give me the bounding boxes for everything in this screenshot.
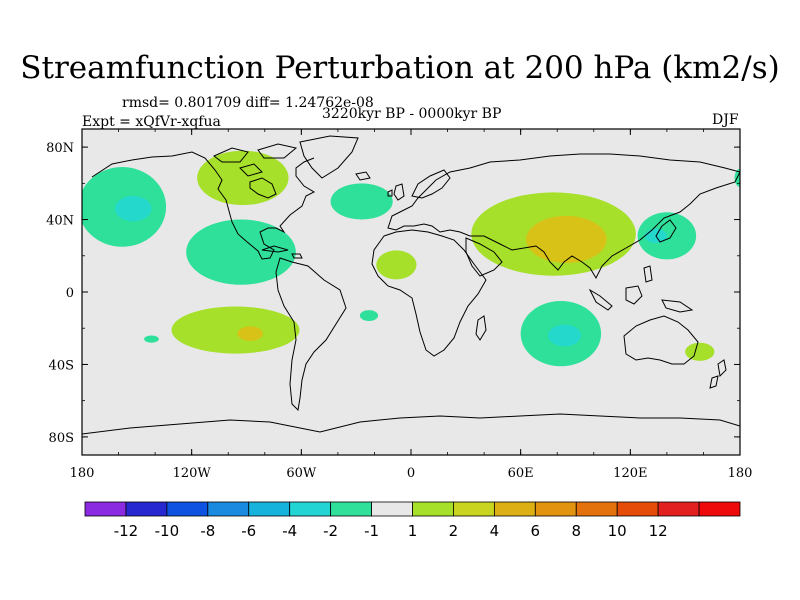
colorbar-swatch — [330, 501, 372, 517]
colorbar-label: 6 — [531, 522, 541, 540]
colorbar: -12 -10 -8 -6 -4 -2 -1 1 2 4 6 8 10 12 — [84, 501, 741, 540]
map-background — [82, 129, 740, 455]
coastline-australia — [623, 315, 699, 365]
lon-tick-label: 180 — [728, 466, 753, 481]
anomaly-region-9 — [144, 335, 159, 343]
coastline-caribbean — [261, 245, 303, 259]
colorbar-label: 10 — [608, 522, 627, 540]
plot-title: Streamfunction Perturbation at 200 hPa (… — [20, 50, 780, 86]
colorbar-label: 4 — [490, 522, 500, 540]
anomaly-region-12 — [637, 212, 697, 260]
colorbar-swatch — [575, 501, 618, 517]
coastline-greenland — [299, 135, 359, 179]
anomaly-region-7 — [171, 306, 300, 354]
lon-tick-label: 120W — [173, 466, 212, 481]
colorbar-label: -6 — [241, 522, 256, 540]
anomaly-region-4 — [330, 183, 393, 220]
coastline-philippines — [643, 265, 653, 283]
colorbar-swatch — [698, 501, 741, 517]
colorbar-swatch — [207, 501, 250, 517]
colorbar-label: -12 — [114, 522, 139, 540]
colorbar-label: 1 — [408, 522, 418, 540]
coastline-antarctica — [82, 413, 740, 435]
colorbar-label: 2 — [449, 522, 459, 540]
coastline-hudson-bay — [249, 177, 277, 199]
colorbar-swatch — [657, 501, 700, 517]
coastline-new-zealand — [709, 359, 727, 389]
coastline-arabia — [465, 237, 503, 277]
coastline-eurasia — [387, 153, 740, 280]
anomaly-region-11 — [526, 215, 607, 264]
lat-tick-label: 0 — [66, 286, 74, 301]
map-axes: 180 120W 60W 0 60E 120E 180 80N 40N 0 40S 80S — [46, 129, 752, 481]
colorbar-swatch — [166, 501, 209, 517]
anomaly-region-1 — [114, 196, 152, 222]
colorbar-swatch — [248, 501, 291, 517]
colorbar-label: -2 — [323, 522, 338, 540]
coastline-borneo — [625, 285, 643, 305]
anomaly-region-16 — [548, 324, 581, 347]
lat-tick-label: 80N — [46, 141, 74, 156]
period-label: 3220kyr BP - 0000kyr BP — [322, 106, 502, 122]
lat-tick-label: 80S — [49, 431, 74, 446]
colorbar-swatch — [371, 501, 413, 517]
lat-tick-label: 40S — [49, 358, 74, 373]
anomaly-region-17 — [685, 342, 715, 361]
coastline-japan — [655, 219, 677, 243]
anomaly-region-8 — [237, 326, 263, 341]
lon-tick-label: 0 — [407, 466, 415, 481]
colorbar-label: 8 — [571, 522, 581, 540]
colorbar-swatch — [412, 501, 454, 517]
lon-tick-label: 60W — [286, 466, 317, 481]
coastline-british-isles — [387, 183, 405, 201]
season-label: DJF — [712, 112, 739, 128]
stats-label: rmsd= 0.801709 diff= 1.24762e-08 — [122, 95, 374, 111]
colorbar-swatch — [453, 501, 495, 517]
coastline-scandinavia — [411, 169, 451, 199]
coastline-madagascar — [475, 315, 487, 341]
colorbar-label: -4 — [282, 522, 297, 540]
coastline-north-america — [91, 151, 316, 260]
lon-tick-label: 60E — [508, 466, 534, 481]
experiment-label: Expt = xQfVr-xqfua — [82, 114, 221, 130]
colorbar-swatch — [289, 501, 332, 517]
coastline-sumatra — [588, 288, 613, 311]
anomaly-region-2 — [186, 219, 296, 285]
colorbar-label: -10 — [155, 522, 180, 540]
colorbar-swatch — [125, 501, 168, 517]
lon-tick-label: 180 — [70, 466, 95, 481]
coastline-africa — [371, 229, 487, 357]
coastline-iceland — [355, 171, 371, 181]
coastline-new-guinea — [661, 299, 694, 313]
anomaly-region-6 — [359, 310, 379, 321]
coastline-arctic-islands — [213, 143, 298, 177]
lat-tick-label: 40N — [46, 214, 74, 229]
colorbar-swatch — [534, 501, 577, 517]
anomaly-layer — [82, 150, 740, 367]
lon-tick-label: 120E — [613, 466, 647, 481]
colorbar-swatch — [616, 501, 659, 517]
colorbar-swatch — [493, 501, 536, 517]
colorbar-label: -1 — [364, 522, 379, 540]
colorbar-label: -8 — [200, 522, 215, 540]
colorbar-swatch — [84, 501, 127, 517]
coastline-south-america — [275, 257, 347, 412]
colorbar-label: 12 — [649, 522, 668, 540]
coastlines — [82, 135, 740, 435]
anomaly-region-5 — [376, 250, 417, 280]
